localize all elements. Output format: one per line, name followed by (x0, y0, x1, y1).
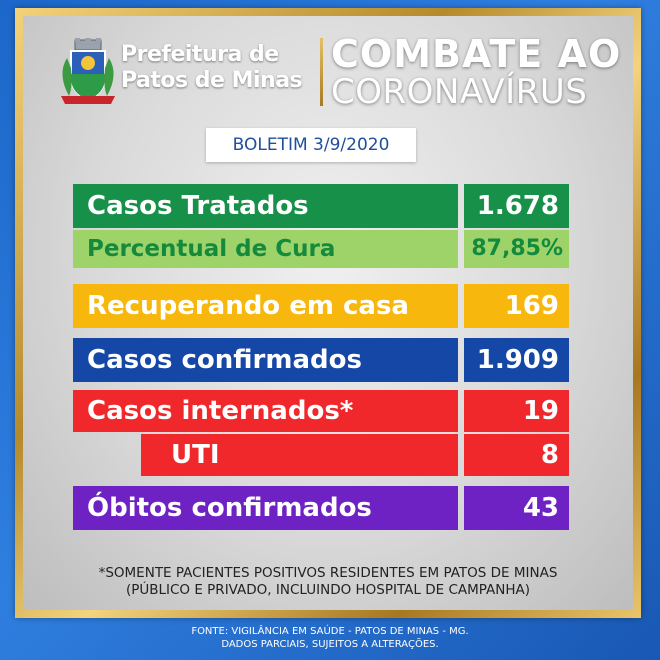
source-line-2: DADOS PARCIAIS, SUJEITOS A ALTERAÇÕES. (221, 639, 439, 650)
percentual-cura-label: Percentual de Cura (73, 230, 458, 268)
prefeitura-line-1: Prefeitura de (121, 42, 279, 67)
prefeitura-line-2: Patos de Minas (121, 68, 303, 93)
confirmados-value: 1.909 (464, 338, 569, 382)
campaign-title-line-1: COMBATE AO (331, 32, 622, 76)
recuperando-value: 169 (464, 284, 569, 328)
obitos-value: 43 (464, 486, 569, 530)
campaign-title-line-2: CORONAVÍRUS (331, 72, 588, 112)
casos-tratados-label: Casos Tratados (73, 184, 458, 228)
source-line-1: FONTE: VIGILÂNCIA EM SAÚDE - PATOS DE MI… (191, 626, 469, 637)
prefeitura-name: Prefeitura de Patos de Minas (121, 42, 321, 94)
footnote: *SOMENTE PACIENTES POSITIVOS RESIDENTES … (23, 565, 633, 599)
municipal-coat-of-arms-icon (61, 38, 115, 104)
confirmados-label: Casos confirmados (73, 338, 458, 382)
internados-label: Casos internados* (73, 390, 458, 432)
casos-tratados-value: 1.678 (464, 184, 569, 228)
recuperando-label: Recuperando em casa (73, 284, 458, 328)
bulletin-panel: Prefeitura de Patos de Minas COMBATE AO … (23, 16, 633, 610)
header: Prefeitura de Patos de Minas COMBATE AO … (23, 16, 633, 116)
percentual-cura-value: 87,85% (464, 230, 569, 268)
header-divider (320, 38, 323, 106)
source-credit: FONTE: VIGILÂNCIA EM SAÚDE - PATOS DE MI… (0, 625, 660, 651)
uti-value: 8 (464, 434, 569, 476)
footnote-line-1: *SOMENTE PACIENTES POSITIVOS RESIDENTES … (98, 565, 558, 581)
footnote-line-2: (PÚBLICO E PRIVADO, INCLUINDO HOSPITAL D… (125, 582, 531, 598)
obitos-label: Óbitos confirmados (73, 486, 458, 530)
boletim-date-badge: BOLETIM 3/9/2020 (206, 128, 416, 162)
internados-value: 19 (464, 390, 569, 432)
uti-label: UTI (141, 434, 458, 476)
